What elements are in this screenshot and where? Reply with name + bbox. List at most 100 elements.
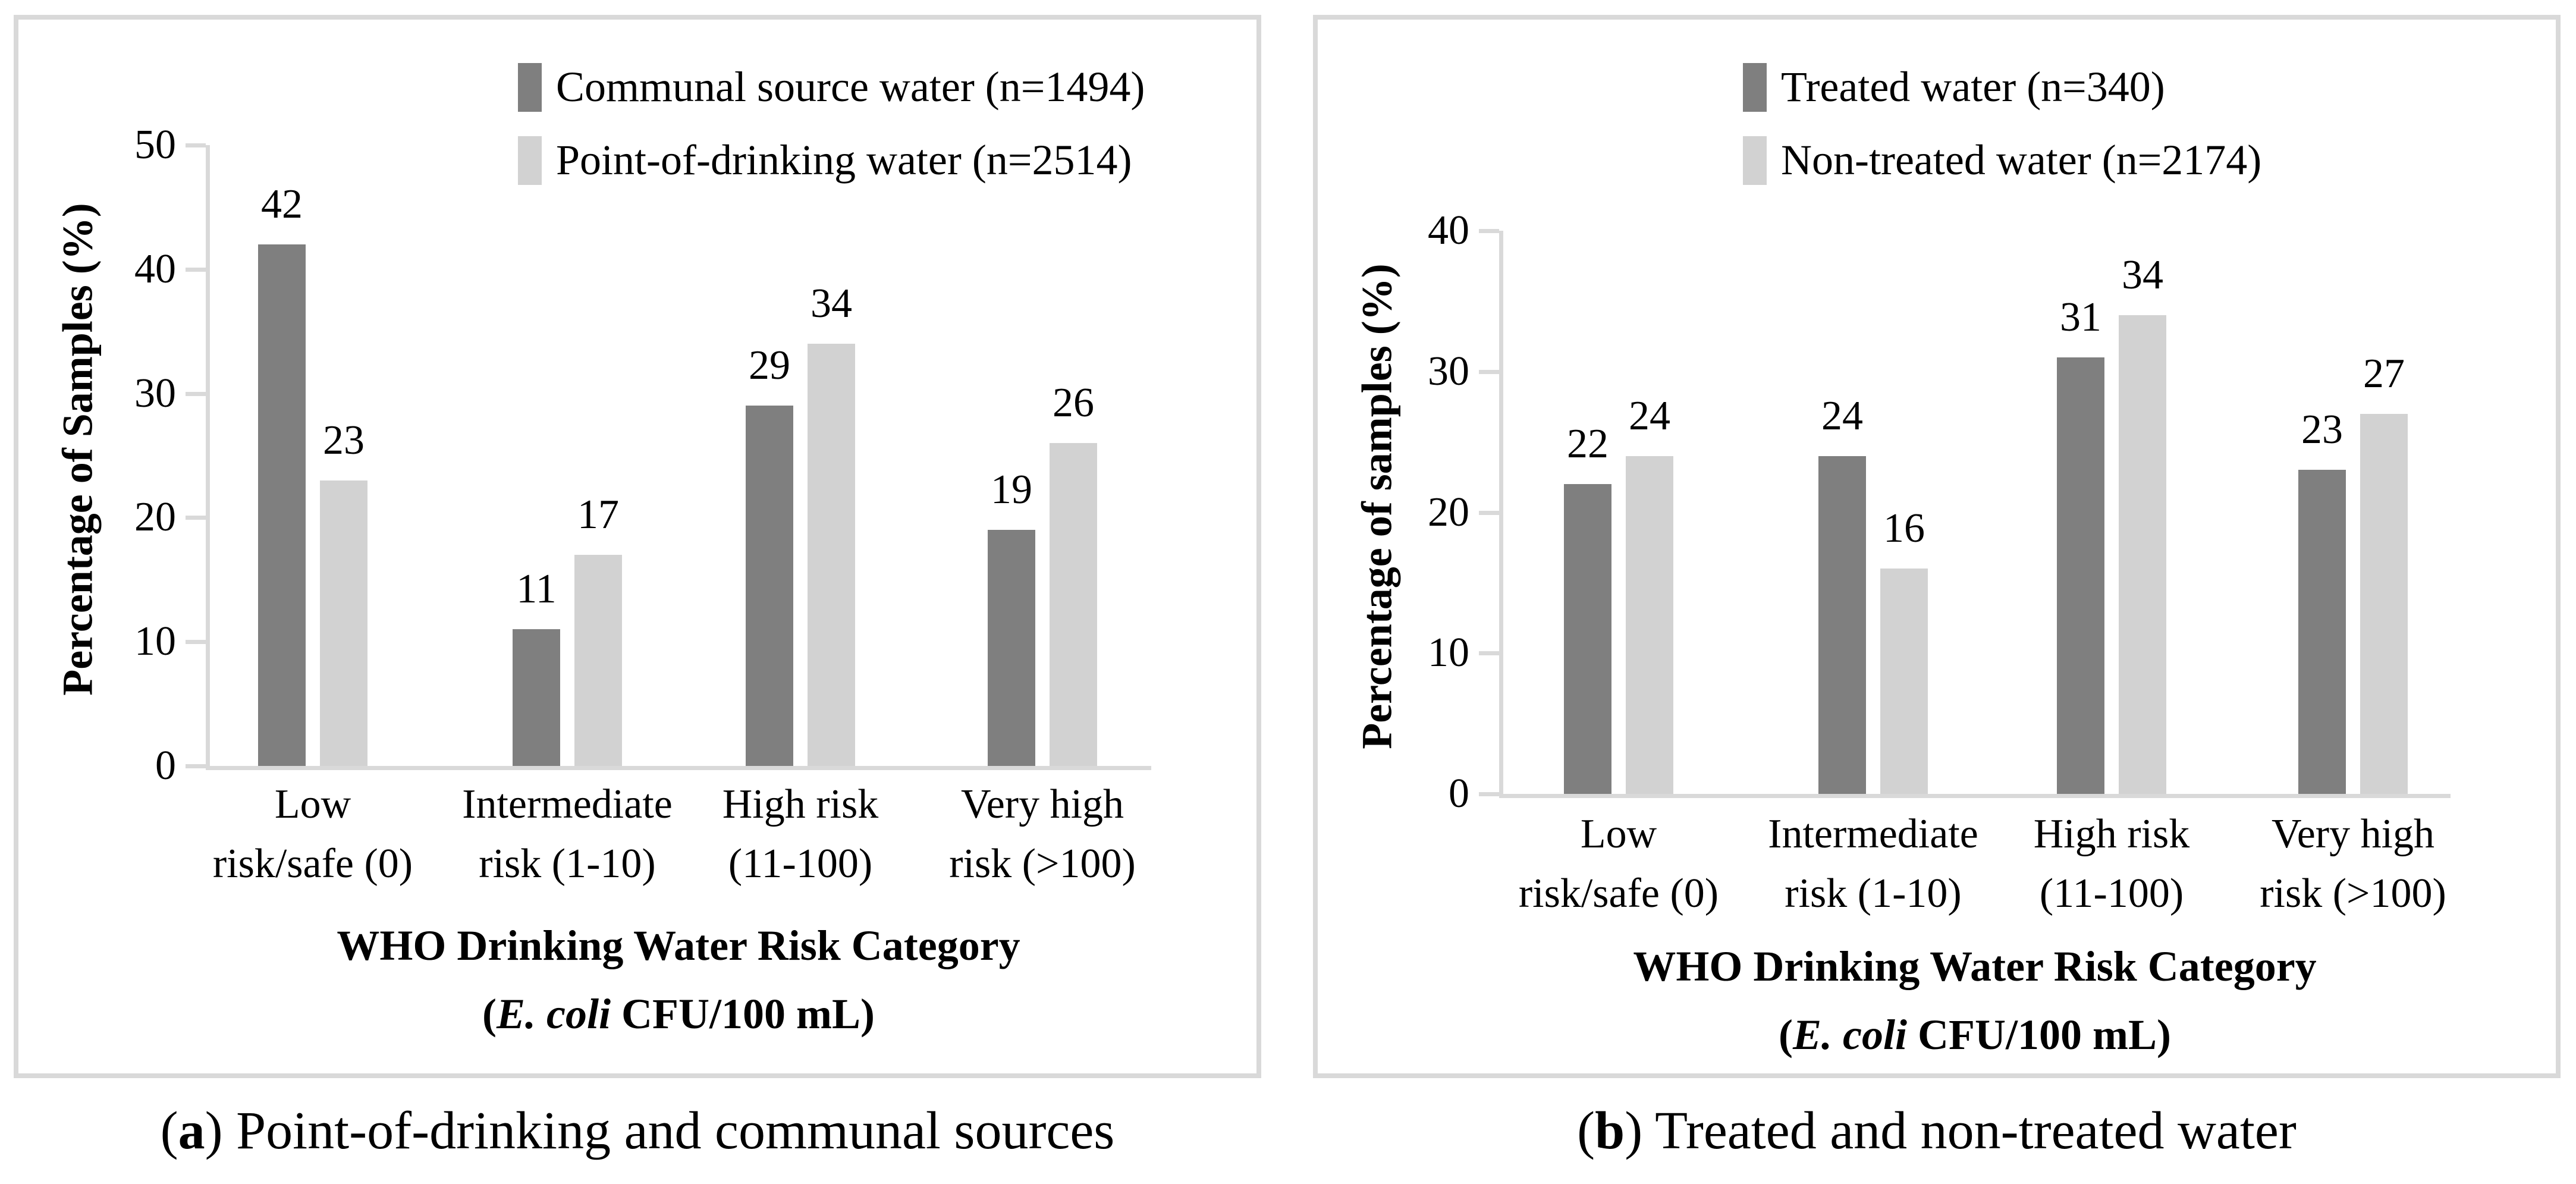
y-axis-tick xyxy=(186,640,206,645)
y-tick-label: 40 xyxy=(1428,208,1469,253)
bar-series-2 xyxy=(1050,443,1097,766)
x-axis-title-line1: WHO Drinking Water Risk Category xyxy=(337,922,1020,969)
x-axis-line xyxy=(1499,794,2451,798)
bar-value-label: 17 xyxy=(577,492,619,538)
panel-a-plot: 0 10 20 30 40 50 42 11 29 19 23 17 34 26 Low risk/safe … xyxy=(18,20,1256,1073)
y-tick-label: 10 xyxy=(134,618,176,665)
x-category-label: Low risk/safe (0) xyxy=(146,775,479,894)
x-axis-title-line1: WHO Drinking Water Risk Category xyxy=(1633,943,2317,990)
x-category-label: High risk (11-100) xyxy=(1945,805,2278,924)
x-category-line: Low xyxy=(1580,811,1657,857)
bar-series-1 xyxy=(1818,456,1866,794)
y-axis-tick xyxy=(1479,369,1499,374)
x-category-line: risk (>100) xyxy=(2260,871,2446,916)
x-category-line: risk (1-10) xyxy=(479,841,656,887)
bar-series-2 xyxy=(2360,414,2408,794)
legend-swatch xyxy=(518,62,542,112)
x-category-label: High risk (11-100) xyxy=(634,775,967,894)
bar-series-2 xyxy=(808,344,855,766)
x-category-line: High risk xyxy=(722,781,879,827)
x-axis-title-line2: (E. coli CFU/100 mL) xyxy=(1779,1011,2171,1059)
y-axis-title: Percentage of samples (%) xyxy=(1353,263,1401,749)
x-category-line: risk (1-10) xyxy=(1785,871,1962,916)
legend-item: Point-of-drinking water (n=2514) xyxy=(518,132,1145,189)
bar-series-1 xyxy=(2057,357,2104,794)
y-axis-tick xyxy=(186,764,206,768)
caption-letter: a xyxy=(178,1101,205,1160)
y-tick-label: 50 xyxy=(134,122,176,168)
bar-series-1 xyxy=(2298,470,2346,794)
legend-item: Communal source water (n=1494) xyxy=(518,59,1145,115)
y-axis-line xyxy=(206,145,210,770)
x-category-line: risk/safe (0) xyxy=(1518,871,1719,916)
panel-a-caption: (a) Point-of-drinking and communal sourc… xyxy=(14,1095,1261,1167)
y-axis-tick xyxy=(186,516,206,520)
bar-value-label: 34 xyxy=(2122,252,2163,298)
caption-close-paren: ) xyxy=(1625,1101,1655,1160)
y-tick-label: 0 xyxy=(155,743,176,789)
x-category-line: High risk xyxy=(2033,811,2190,857)
legend-item: Non-treated water (n=2174) xyxy=(1743,132,2261,189)
legend-item: Treated water (n=340) xyxy=(1743,59,2261,115)
bar-value-label: 23 xyxy=(323,417,365,463)
bar-series-1 xyxy=(746,406,793,766)
legend-label: Communal source water (n=1494) xyxy=(556,63,1145,111)
caption-close-paren: ) xyxy=(205,1101,237,1160)
panel-a-chart-box: 0 10 20 30 40 50 42 11 29 19 23 17 34 26 Low risk/safe … xyxy=(14,15,1261,1078)
legend-label: Point-of-drinking water (n=2514) xyxy=(556,136,1132,184)
y-tick-label: 20 xyxy=(134,494,176,541)
x-axis-title-line2: (E. coli CFU/100 mL) xyxy=(482,990,875,1038)
x-category-line: (11-100) xyxy=(728,841,873,887)
bar-series-1 xyxy=(258,244,306,766)
legend: Treated water (n=340) Non-treated water (… xyxy=(1743,59,2261,205)
y-tick-label: 0 xyxy=(1449,771,1469,816)
italic-species-name: E. coli xyxy=(497,990,611,1038)
y-axis-tick xyxy=(1479,510,1499,515)
panel-b-caption: (b) Treated and non-treated water xyxy=(1313,1095,2561,1167)
bar-value-label: 27 xyxy=(2363,351,2405,397)
bar-value-label: 31 xyxy=(2060,294,2101,340)
bar-value-label: 29 xyxy=(749,343,790,388)
x-category-line: Very high xyxy=(2271,811,2435,857)
x-category-line: Very high xyxy=(960,781,1124,827)
bar-series-1 xyxy=(988,530,1035,766)
legend-swatch xyxy=(1743,136,1767,185)
x-category-line: risk/safe (0) xyxy=(212,841,413,887)
bar-value-label: 26 xyxy=(1053,380,1094,426)
bar-value-label: 16 xyxy=(1883,505,1925,551)
caption-open-paren: ( xyxy=(160,1101,178,1160)
bar-value-label: 11 xyxy=(516,566,557,612)
x-axis-title: WHO Drinking Water Risk Category (E. coli… xyxy=(143,912,1214,1048)
caption-letter: b xyxy=(1595,1101,1625,1160)
bar-series-1 xyxy=(513,629,560,766)
x-category-label: Very high risk (>100) xyxy=(2187,805,2520,924)
legend-label: Non-treated water (n=2174) xyxy=(1781,136,2262,184)
x-category-label: Intermediate risk (1-10) xyxy=(1707,805,2040,924)
y-axis-tick xyxy=(1479,651,1499,656)
y-axis-tick xyxy=(1479,792,1499,796)
bar-series-2 xyxy=(320,480,367,766)
x-category-label: Intermediate risk (1-10) xyxy=(401,775,734,894)
bar-value-label: 24 xyxy=(1821,393,1863,439)
legend-swatch xyxy=(518,136,542,185)
x-category-line: Intermediate xyxy=(1768,811,1978,857)
legend-swatch xyxy=(1743,62,1767,112)
caption-text: Treated and non-treated water xyxy=(1655,1101,2297,1160)
x-category-line: Low xyxy=(274,781,351,827)
y-axis-tick xyxy=(186,391,206,396)
bar-series-2 xyxy=(2119,315,2166,794)
y-tick-label: 20 xyxy=(1428,489,1469,535)
y-axis-tick xyxy=(1479,229,1499,233)
x-category-label: Very high risk (>100) xyxy=(876,775,1209,894)
panel-b-plot: 0 10 20 30 40 22 24 31 23 24 16 34 27 Low risk/safe (0… xyxy=(1318,20,2556,1073)
bar-value-label: 34 xyxy=(811,281,852,326)
caption-text: Point-of-drinking and communal sources xyxy=(236,1101,1115,1160)
x-category-line: Intermediate xyxy=(462,781,673,827)
bar-series-1 xyxy=(1564,484,1611,794)
panel-b-chart-box: 0 10 20 30 40 22 24 31 23 24 16 34 27 Low risk/safe (0… xyxy=(1313,15,2561,1078)
italic-species-name: E. coli xyxy=(1793,1011,1908,1059)
x-category-line: risk (>100) xyxy=(949,841,1136,887)
y-axis-tick xyxy=(186,267,206,272)
legend-label: Treated water (n=340) xyxy=(1781,63,2165,111)
